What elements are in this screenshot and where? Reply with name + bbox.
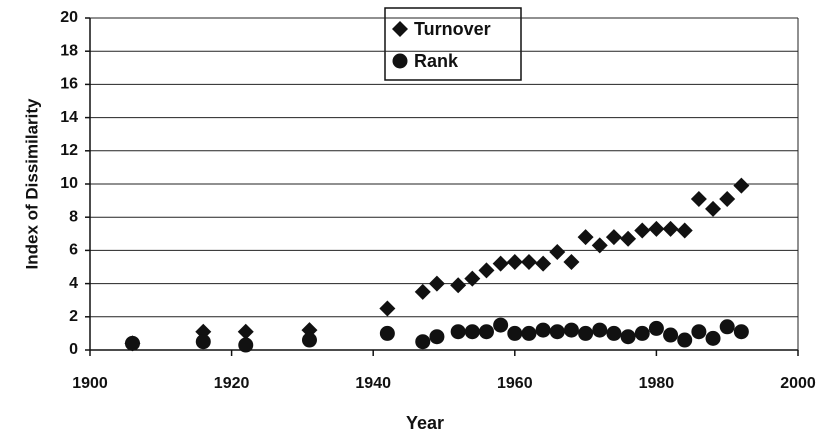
circle-point	[535, 322, 551, 338]
y-tick-label: 16	[60, 76, 78, 93]
circle-point	[663, 327, 679, 343]
circle-point	[450, 324, 466, 340]
y-tick-label: 2	[69, 308, 78, 325]
y-tick-label: 20	[60, 9, 78, 26]
circle-point	[507, 325, 523, 341]
diamond-point	[648, 220, 665, 237]
circle-point	[578, 325, 594, 341]
x-tick-label: 1980	[639, 375, 675, 392]
diamond-point	[620, 230, 637, 247]
circle-point	[691, 324, 707, 340]
circle-point	[379, 325, 395, 341]
circle-point	[195, 334, 211, 350]
diamond-point	[733, 177, 750, 194]
circle-point	[124, 335, 140, 351]
diamond-point	[549, 244, 566, 261]
circle-point	[620, 329, 636, 345]
y-axis-title: Index of Dissimilarity	[22, 98, 41, 270]
circle-point	[238, 337, 254, 353]
circle-point	[592, 322, 608, 338]
circle-point	[719, 319, 735, 335]
diamond-point	[705, 200, 722, 217]
y-tick-label: 6	[69, 242, 78, 259]
circle-point	[521, 325, 537, 341]
circle-point	[415, 334, 431, 350]
diamond-point	[605, 229, 622, 246]
legend-marker	[392, 21, 408, 37]
diamond-point	[662, 220, 679, 237]
x-tick-label: 1900	[72, 375, 108, 392]
diamond-point	[464, 270, 481, 287]
y-tick-label: 0	[69, 341, 78, 358]
diamond-point	[428, 275, 445, 292]
diamond-point	[591, 237, 608, 254]
x-tick-label: 1960	[497, 375, 533, 392]
y-tick-label: 4	[69, 275, 78, 292]
diamond-point	[237, 323, 254, 340]
y-tick-label: 10	[60, 175, 78, 192]
circle-point	[301, 332, 317, 348]
diamond-point	[520, 254, 537, 271]
circle-point	[563, 322, 579, 338]
diamond-point	[676, 222, 693, 239]
diamond-point	[690, 190, 707, 207]
x-axis-title: Year	[406, 413, 444, 433]
diamond-point	[577, 229, 594, 246]
x-tick-label: 1940	[355, 375, 391, 392]
y-tick-label: 8	[69, 208, 78, 225]
diamond-point	[535, 255, 552, 272]
x-tick-label: 1920	[214, 375, 250, 392]
circle-point	[478, 324, 494, 340]
circle-point	[606, 325, 622, 341]
circle-point	[493, 317, 509, 333]
circle-point	[677, 332, 693, 348]
circle-point	[549, 324, 565, 340]
legend-box	[384, 7, 522, 81]
y-tick-label: 12	[60, 142, 78, 159]
y-tick-label: 14	[60, 109, 78, 126]
y-tick-label: 18	[60, 42, 78, 59]
diamond-point	[478, 262, 495, 279]
diamond-point	[414, 283, 431, 300]
circle-point	[705, 330, 721, 346]
circle-point	[464, 324, 480, 340]
diamond-point	[563, 254, 580, 271]
legend-marker	[392, 53, 408, 69]
circle-point	[429, 329, 445, 345]
diamond-point	[506, 254, 523, 271]
circle-point	[648, 320, 664, 336]
legend-label: Turnover	[414, 19, 491, 39]
diamond-point	[450, 277, 467, 294]
diamond-point	[492, 255, 509, 272]
diamond-point	[719, 190, 736, 207]
circle-point	[634, 325, 650, 341]
diamond-point	[379, 300, 396, 317]
x-tick-label: 2000	[780, 375, 816, 392]
diamond-point	[634, 222, 651, 239]
legend-label: Rank	[414, 51, 459, 71]
circle-point	[733, 324, 749, 340]
